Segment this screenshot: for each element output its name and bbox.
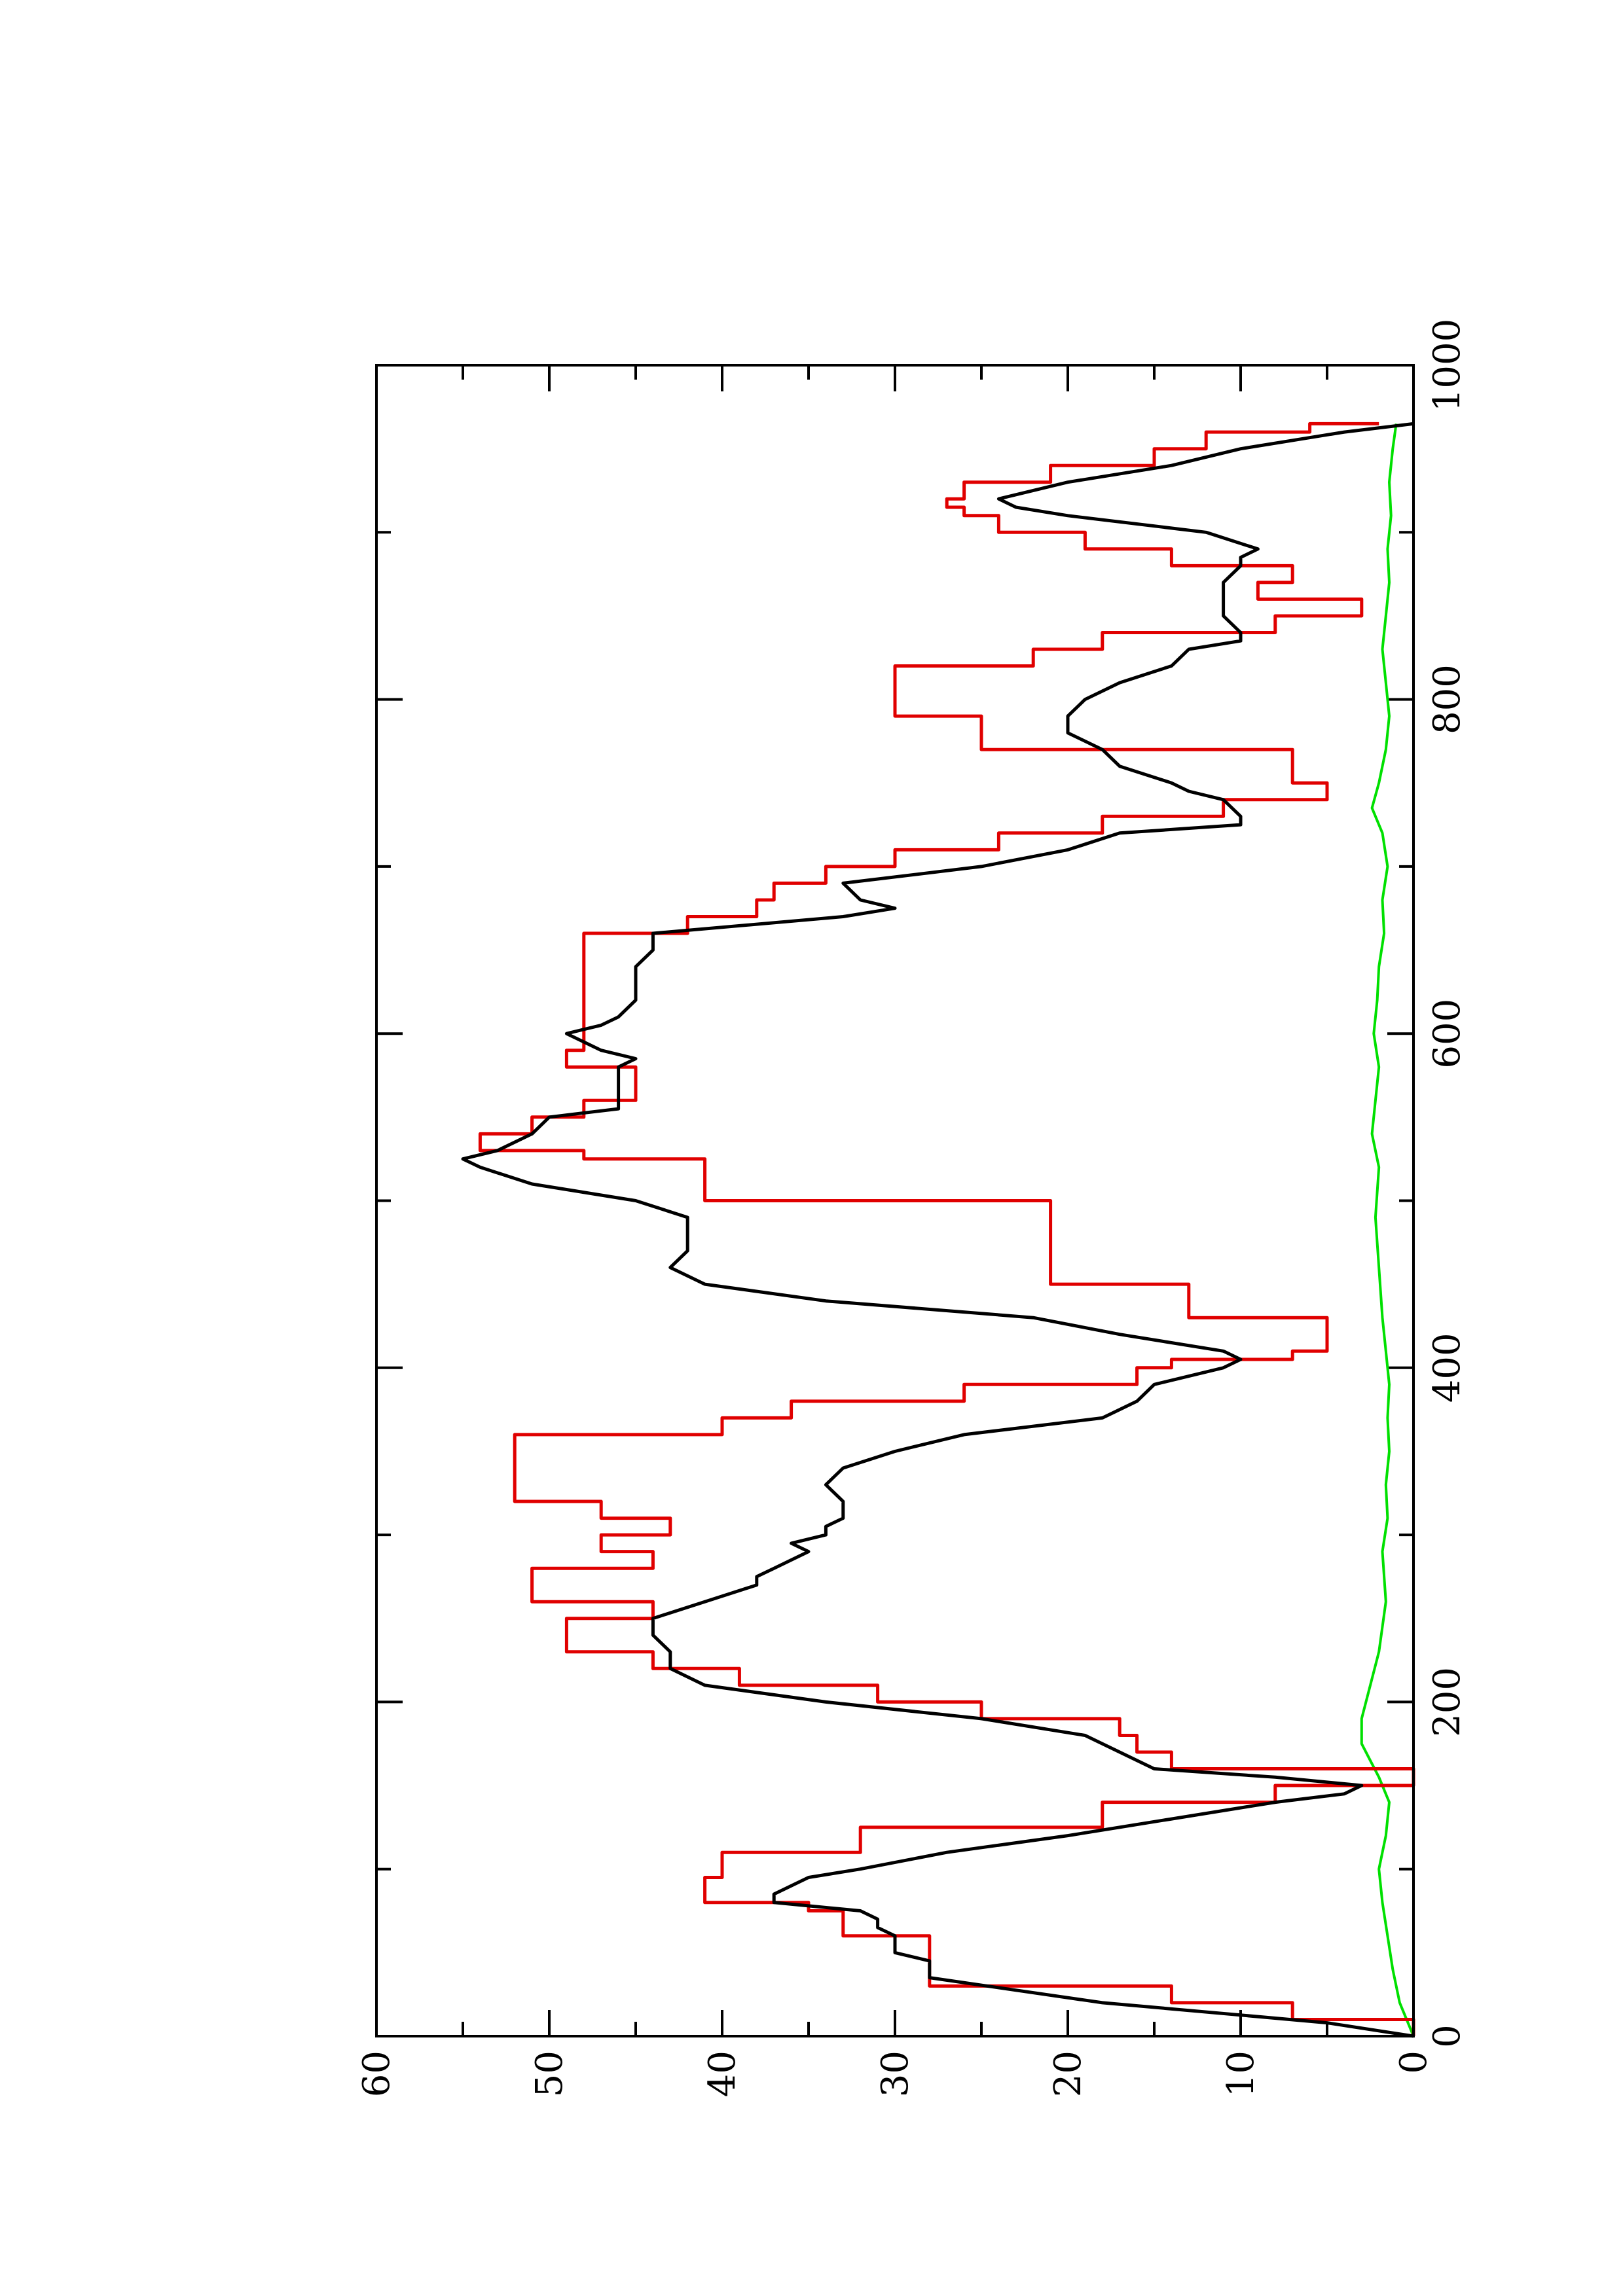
series-line-green — [1360, 423, 1415, 2037]
tick-labels: 0 200 400 600 800 1000 0 10 20 30 40 50 60 — [356, 319, 1468, 2098]
x-tick-label: 1000 — [1426, 319, 1468, 412]
y-tick-label: 10 — [1220, 2051, 1262, 2097]
y-tick-label: 30 — [874, 2051, 917, 2097]
y-tick-label: 60 — [356, 2051, 398, 2097]
series-line-red — [478, 422, 1415, 2036]
x-tick-label: 400 — [1426, 1333, 1468, 1403]
x-tick-label: 200 — [1426, 1667, 1468, 1737]
y-tick-label: 20 — [1047, 2051, 1089, 2097]
y-tick-label: 0 — [1393, 2051, 1435, 2074]
y-tick-label: 40 — [701, 2051, 744, 2097]
series-line-black — [461, 422, 1414, 2038]
plot-frame — [375, 364, 1415, 2037]
x-tick-label: 0 — [1426, 2024, 1468, 2048]
series-layer — [461, 422, 1415, 2038]
x-tick-label: 800 — [1426, 664, 1468, 734]
y-tick-label: 50 — [528, 2051, 571, 2097]
x-tick-label: 600 — [1426, 999, 1468, 1069]
